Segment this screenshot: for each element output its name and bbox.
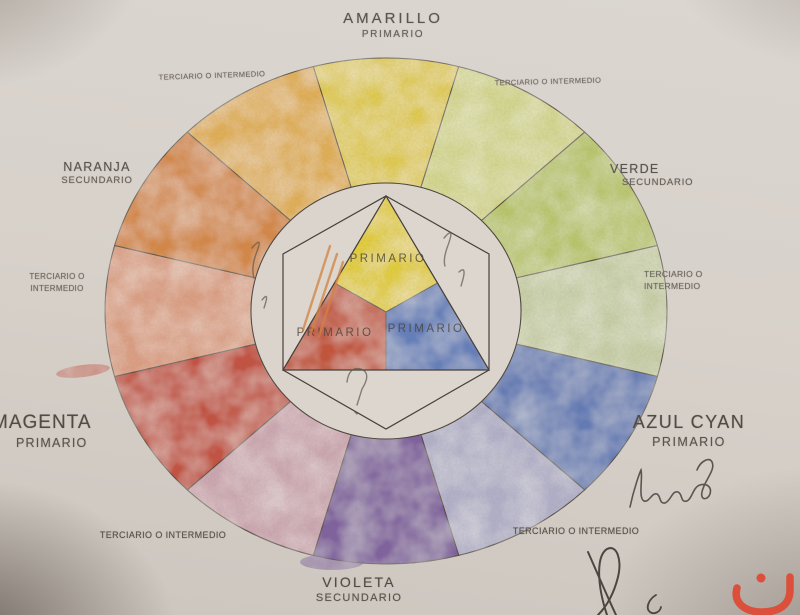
primario-label-blue: PRIMARIO <box>388 323 465 335</box>
signature-flourish <box>587 547 662 615</box>
label-azul-cyan-role: PRIMARIO <box>652 435 726 449</box>
label-terciario-bottom-left-text: TERCIARIO O INTERMEDIO <box>99 530 227 540</box>
label-magenta-role: PRIMARIO <box>16 436 88 450</box>
triangle-outline <box>281 194 491 371</box>
primario-label-red: PRIMARIO <box>297 327 374 339</box>
label-amarillo: AMARILLO PRIMARIO <box>343 10 443 40</box>
label-magenta-name: MAGENTA <box>0 412 92 433</box>
label-amarillo-role: PRIMARIO <box>361 29 425 40</box>
pencil-question-marks <box>251 232 465 415</box>
label-terciario-bottom-left: TERCIARIO O INTERMEDIO <box>100 530 226 540</box>
label-naranja-name: NARANJA <box>63 160 131 174</box>
label-violeta: VIOLETA SECUNDARIO <box>316 574 402 604</box>
label-violeta-name: VIOLETA <box>322 574 396 590</box>
label-azul-cyan-name: AZUL CYAN <box>632 412 746 432</box>
label-verde: VERDE SECUNDARIO <box>610 162 693 188</box>
label-naranja: NARANJA SECUNDARIO <box>61 160 132 186</box>
label-terciario-left: TERCIARIO O INTERMEDIO <box>29 271 84 294</box>
label-violeta-role: SECUNDARIO <box>315 592 403 604</box>
label-verde-role: SECUNDARIO <box>622 177 694 188</box>
label-terciario-right-line2: INTERMEDIO <box>644 280 701 291</box>
label-amarillo-name: AMARILLO <box>343 10 443 27</box>
label-terciario-left-line1: TERCIARIO O <box>29 272 85 281</box>
label-terciario-left-line2: INTERMEDIO <box>30 283 84 293</box>
primario-label-yellow: PRIMARIO <box>350 253 427 265</box>
handwritten-note <box>629 458 714 508</box>
label-naranja-role: SECUNDARIO <box>61 175 133 186</box>
red-pencil-smear <box>56 364 110 378</box>
label-terciario-right-line1: TERCIARIO O <box>644 269 703 279</box>
label-terciario-bottom-right: TERCIARIO O INTERMEDIO <box>513 526 639 536</box>
label-azul-cyan: AZUL CYAN PRIMARIO <box>633 412 746 449</box>
violet-overflow-scribble <box>300 554 364 570</box>
red-noon-glyph <box>732 573 794 615</box>
label-verde-name: VERDE <box>610 162 660 176</box>
orange-scribble <box>301 244 345 338</box>
wheel-ring <box>104 57 668 565</box>
label-terciario-right: TERCIARIO O INTERMEDIO <box>644 269 703 293</box>
label-magenta: MAGENTA PRIMARIO <box>0 412 92 450</box>
label-terciario-bottom-right-text: TERCIARIO O INTERMEDIO <box>512 526 640 536</box>
